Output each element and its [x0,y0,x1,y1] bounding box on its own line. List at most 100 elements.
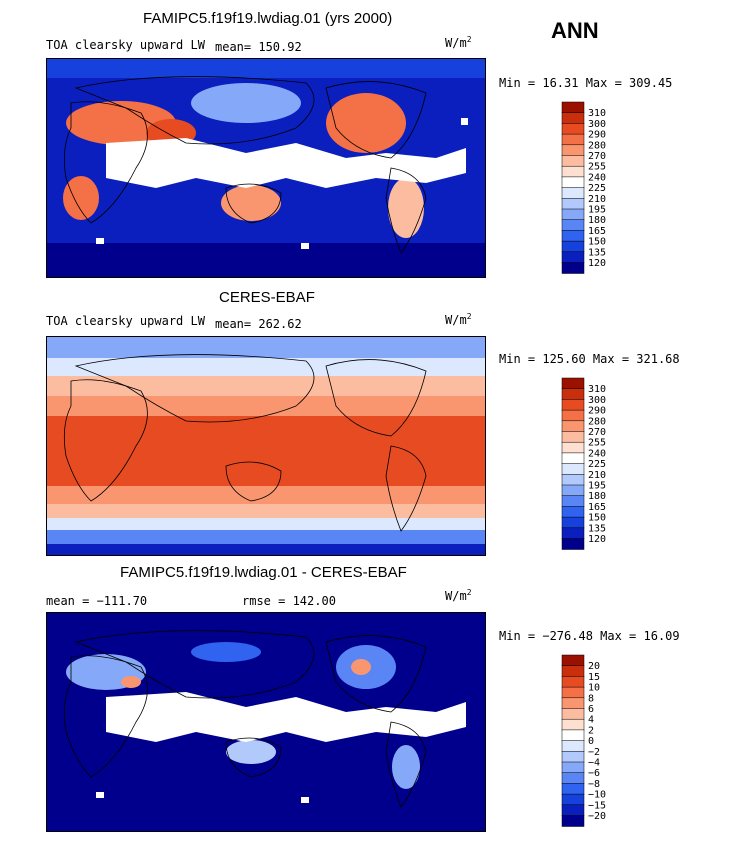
band-tropics [46,416,486,486]
colorbar-box [561,815,585,827]
white-patch [461,118,468,125]
coastline-north-america [325,359,427,437]
band-south-polar [46,530,486,544]
panel-1-map [46,58,486,278]
coastline-australia [225,737,282,778]
coastline-africa [63,655,148,778]
panel-2-units: W/m2 [445,312,472,327]
colorbar-box [561,187,585,199]
colorbar-box [561,463,585,475]
panel-3-map [46,612,486,832]
panel-1-colorbar: 3103002902802702552402252101951801651501… [561,101,606,274]
white-patch [301,797,309,803]
colorbar-box [561,538,585,550]
colorbar-box [561,399,585,411]
colorbar-box [561,751,585,763]
colorbar-tick-label: 290 [588,130,606,141]
colorbar-box [561,251,585,264]
colorbar-box [561,718,585,731]
season-label: ANN [551,18,599,43]
australia-anomaly [226,740,276,764]
colorbar-tick-label: 120 [588,258,606,269]
colorbar-tick-label: −20 [588,811,606,822]
colorbar-box [561,155,585,167]
colorbar-tick-label: 6 [588,704,594,715]
band-north-high [46,358,486,376]
colorbar-box [561,441,585,454]
colorbar-tick-label: 120 [588,534,606,545]
colorbar-tick-label: 290 [588,406,606,417]
panel-1-minmax: Min = 16.31 Max = 309.45 [499,76,673,90]
colorbar-box [561,516,585,529]
panel-3-title: FAMIPC5.f19f19.lwdiag.01 - CERES-EBAF [120,564,407,581]
colorbar-box [561,133,585,146]
colorbar-box [561,420,585,433]
colorbar-box [561,165,585,178]
colorbar-box [561,262,585,274]
southern-africa-region [63,176,99,220]
colorbar-tick-label: −2 [588,747,600,758]
panel-2-colorbar: 3103002902802702552402252101951801651501… [561,377,606,550]
colorbar-tick-label: −4 [588,758,600,769]
colorbar-tick-label: 255 [588,438,606,449]
coastline-eurasia [74,354,315,423]
colorbar-box [561,219,585,231]
colorbar-box [561,208,585,221]
panel-1-units: W/m2 [445,35,472,50]
colorbar-tick-label: 20 [588,661,600,672]
colorbar-tick-label: 2 [588,725,594,736]
colorbar-tick-label: 225 [588,183,606,194]
coastline-eurasia [74,76,315,145]
colorbar-box [561,686,585,699]
south-america-anomaly [392,745,420,789]
colorbar-tick-label: 8 [588,693,594,704]
asia-anomaly [191,642,261,662]
coastline-north-america [325,635,427,713]
colorbar-tick-label: 280 [588,140,606,151]
colorbar-box [561,527,585,540]
colorbar-box [561,198,585,210]
colorbar-box [561,654,585,667]
north-america-region [326,93,406,153]
colorbar-tick-label: 310 [588,384,606,395]
colorbar-tick-label: 15 [588,672,600,683]
north-polar-band [46,58,486,78]
colorbar-tick-label: 180 [588,491,606,502]
panel-1-mean: mean= 150.92 [215,40,302,54]
colorbar-box [561,697,585,710]
colorbar-tick-label: 210 [588,470,606,481]
colorbar-box [561,377,585,390]
panel-2-minmax: Min = 125.60 Max = 321.68 [499,352,680,366]
colorbar-box [561,240,585,253]
colorbar-tick-label: 150 [588,513,606,524]
colorbar-box [561,708,585,720]
colorbar-box [561,452,585,465]
colorbar-box [561,665,585,677]
panel-2-title: CERES-EBAF [219,289,315,306]
colorbar-box [561,761,585,774]
coastline-africa [63,101,148,224]
colorbar-box [561,506,585,518]
colorbar-tick-label: 255 [588,162,606,173]
australia-region [221,185,281,221]
colorbar-box [561,176,585,189]
band-north-sub [46,396,486,416]
colorbar-tick-label: 150 [588,237,606,248]
coastline-south-america [385,445,427,532]
band-antarctica [46,544,486,556]
colorbar-box [561,230,585,242]
sahara-warm-anomaly [121,676,141,688]
colorbar-box [561,793,585,806]
colorbar-tick-label: 270 [588,427,606,438]
colorbar-tick-label: −10 [588,790,606,801]
colorbar-box [561,495,585,507]
colorbar-tick-label: 300 [588,395,606,406]
colorbar-tick-label: 240 [588,172,606,183]
colorbar-tick-label: 4 [588,715,594,726]
colorbar-tick-label: 10 [588,683,600,694]
white-patch [96,238,104,244]
panel-2-mean: mean= 262.62 [215,317,302,331]
colorbar-box [561,123,585,135]
band-north-polar [46,336,486,358]
